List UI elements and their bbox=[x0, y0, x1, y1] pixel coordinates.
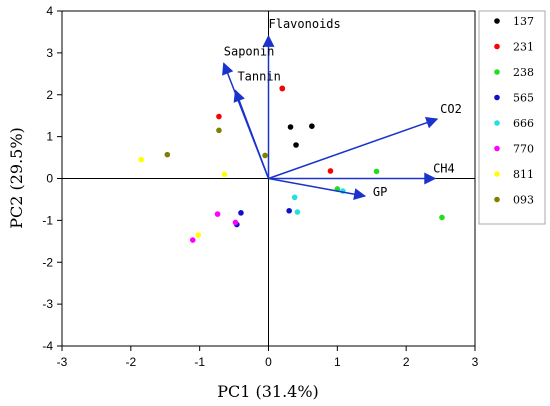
loading-arrow-co2 bbox=[268, 116, 439, 180]
legend-marker-811 bbox=[494, 171, 500, 177]
legend-marker-238 bbox=[494, 69, 500, 75]
point-series-238 bbox=[439, 214, 445, 221]
y-axis-title: PC2 (29.5%) bbox=[7, 127, 26, 229]
legend-box bbox=[478, 10, 546, 225]
point-series-137 bbox=[287, 124, 294, 130]
legend-marker-231 bbox=[494, 43, 500, 50]
loading-label-tannin: Tannin bbox=[237, 70, 280, 84]
loading-arrows: Flavonoids Saponin Tannin CO2 CH4 GP bbox=[222, 17, 462, 201]
x-tick-label: -2 bbox=[125, 355, 136, 369]
point-series-811 bbox=[221, 171, 228, 178]
x-tick-label: -3 bbox=[57, 355, 68, 369]
y-tick-label: 1 bbox=[46, 130, 53, 144]
y-tick-label: 3 bbox=[46, 46, 53, 60]
x-tick-label: -1 bbox=[194, 355, 205, 369]
point-series-666 bbox=[291, 194, 298, 201]
point-series-231 bbox=[216, 113, 222, 120]
y-tick-label: -1 bbox=[42, 213, 53, 227]
point-series-811 bbox=[195, 232, 202, 238]
point-series-565 bbox=[238, 210, 244, 216]
point-series-137 bbox=[309, 123, 315, 129]
y-tick-label: -3 bbox=[42, 297, 53, 311]
y-tick-label: -4 bbox=[42, 339, 53, 353]
loading-arrow-tannin bbox=[233, 89, 270, 179]
loading-label-ch4: CH4 bbox=[433, 162, 455, 176]
loading-label-saponin: Saponin bbox=[224, 44, 275, 58]
point-series-770 bbox=[232, 219, 239, 226]
legend-marker-770 bbox=[494, 145, 500, 152]
y-tick-label: 0 bbox=[46, 172, 53, 186]
legend: 137 231 238 565 666 770 811 093 bbox=[478, 10, 546, 225]
legend-marker-666 bbox=[494, 120, 500, 126]
point-series-137 bbox=[293, 142, 299, 148]
legend-label-811: 811 bbox=[513, 168, 534, 181]
y-tick-label: 2 bbox=[46, 88, 53, 102]
point-series-093 bbox=[262, 152, 268, 159]
loading-arrow-gp bbox=[268, 177, 367, 201]
legend-marker-137 bbox=[494, 18, 500, 24]
legend-label-093: 093 bbox=[513, 194, 534, 207]
point-series-231 bbox=[279, 85, 286, 92]
x-tick-label: 2 bbox=[403, 355, 410, 369]
point-series-770 bbox=[214, 211, 221, 217]
legend-label-231: 231 bbox=[513, 41, 534, 54]
point-series-238 bbox=[373, 168, 380, 175]
point-series-093 bbox=[216, 127, 222, 134]
x-tick-label: 0 bbox=[265, 355, 272, 369]
score-points bbox=[138, 85, 445, 243]
point-series-093 bbox=[164, 151, 171, 158]
legend-label-666: 666 bbox=[513, 117, 534, 130]
legend-marker-093 bbox=[494, 196, 500, 203]
axis-ticks: -3 -2 -1 0 1 2 3 -4 -3 -2 -1 0 1 2 3 4 bbox=[42, 4, 478, 369]
legend-label-238: 238 bbox=[513, 66, 534, 79]
x-tick-label: 1 bbox=[334, 355, 341, 369]
point-series-770 bbox=[189, 237, 196, 243]
x-tick-label: 3 bbox=[472, 355, 479, 369]
y-tick-label: 4 bbox=[46, 4, 53, 18]
x-axis-title: PC1 (31.4%) bbox=[217, 382, 319, 401]
legend-label-770: 770 bbox=[513, 143, 534, 156]
legend-label-565: 565 bbox=[513, 92, 534, 105]
point-series-666 bbox=[294, 209, 301, 215]
y-tick-label: -2 bbox=[42, 255, 53, 269]
loading-label-gp: GP bbox=[373, 185, 387, 199]
loading-label-flavonoids: Flavonoids bbox=[269, 17, 341, 31]
legend-marker-565 bbox=[494, 94, 500, 101]
loading-label-co2: CO2 bbox=[440, 102, 462, 116]
point-series-811 bbox=[138, 156, 144, 163]
legend-label-137: 137 bbox=[513, 15, 534, 28]
point-series-565 bbox=[286, 207, 292, 214]
point-series-231 bbox=[327, 168, 334, 174]
